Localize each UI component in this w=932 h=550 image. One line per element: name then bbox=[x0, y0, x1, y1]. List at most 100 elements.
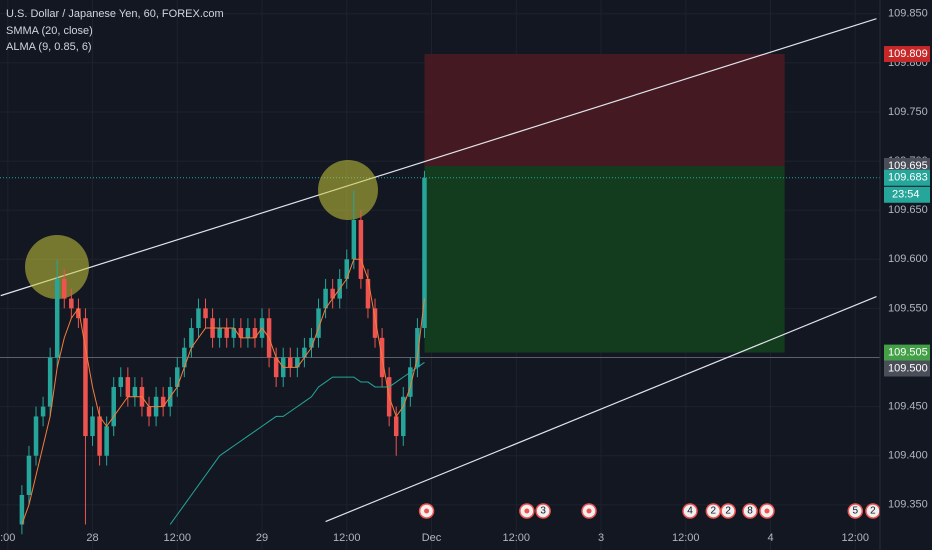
candle-body bbox=[62, 278, 67, 299]
candle-body bbox=[309, 337, 314, 348]
candle-body bbox=[330, 288, 335, 299]
candle-body bbox=[288, 357, 293, 368]
y-tick-label: 109.650 bbox=[888, 204, 928, 216]
candle-body bbox=[196, 308, 201, 329]
indicator-line bbox=[21, 258, 425, 525]
price-badge bbox=[884, 360, 930, 377]
y-tick-label: 109.850 bbox=[888, 8, 928, 20]
x-tick-label: Dec bbox=[422, 532, 442, 544]
y-tick-label: 109.600 bbox=[888, 253, 928, 265]
candle-body bbox=[415, 328, 420, 368]
legend-entry: ALMA (9, 0.85, 6) bbox=[6, 41, 92, 53]
x-tick-label: 3 bbox=[598, 532, 604, 544]
event-dot bbox=[764, 508, 770, 514]
event-icon bbox=[535, 503, 551, 519]
chart-over-layer: :00 28 12:00 29 12:00 Dec 12:00 3 12:00 4 12:003 4 2… bbox=[0, 170, 881, 544]
candle-body bbox=[273, 357, 279, 378]
y-tick-label: 109.350 bbox=[888, 499, 928, 511]
candle-body bbox=[118, 377, 124, 387]
y-tick-label: 109.550 bbox=[888, 302, 928, 314]
x-tick-label: 12:00 bbox=[672, 532, 700, 544]
candle-body bbox=[104, 426, 109, 456]
candle-body bbox=[358, 220, 364, 279]
candle-body bbox=[146, 406, 152, 417]
candle-body bbox=[408, 367, 413, 397]
candle-body bbox=[302, 347, 307, 358]
event-count: 2 bbox=[711, 506, 717, 517]
candle-body bbox=[252, 328, 258, 338]
price-badge-label: 109.500 bbox=[888, 362, 928, 374]
candle-body bbox=[54, 278, 60, 358]
price-badge bbox=[884, 344, 930, 361]
price-badge-label: 109.695 bbox=[888, 160, 928, 172]
x-tick-label: 12:00 bbox=[333, 532, 361, 544]
y-tick-label: 109.750 bbox=[888, 106, 928, 118]
price-badge bbox=[884, 46, 930, 63]
candle-body bbox=[365, 278, 371, 309]
candle-body bbox=[26, 455, 32, 495]
event-count: 5 bbox=[852, 506, 858, 517]
candle-body bbox=[238, 328, 244, 338]
x-tick-label: 28 bbox=[86, 532, 98, 544]
stop-zone bbox=[424, 165, 785, 353]
legend-entry: SMMA (20, close) bbox=[6, 25, 93, 37]
countdown-badge bbox=[884, 186, 930, 203]
x-tick-label: 12:00 bbox=[164, 532, 192, 544]
price-axis bbox=[880, 0, 932, 550]
candle-body bbox=[69, 298, 74, 309]
x-tick-label: 12:00 bbox=[503, 532, 531, 544]
candle-body bbox=[231, 328, 237, 338]
candle-body bbox=[372, 308, 378, 338]
price-badge-label: 109.809 bbox=[888, 48, 928, 60]
candle-body bbox=[323, 288, 328, 309]
indicator-line bbox=[169, 362, 425, 525]
price-axis-labels: 109.350 109.400 109.450 109.500 109.550 109.6… bbox=[884, 8, 930, 511]
candle-body bbox=[111, 386, 116, 427]
y-tick-label: 109.450 bbox=[888, 401, 928, 413]
event-count: 8 bbox=[747, 506, 753, 517]
candle-body bbox=[245, 328, 251, 338]
event-icon bbox=[847, 503, 864, 519]
trend-line bbox=[325, 296, 877, 523]
price-badge bbox=[884, 169, 930, 186]
candle-body bbox=[19, 495, 25, 525]
candle-body bbox=[160, 396, 166, 407]
candle-body bbox=[175, 367, 180, 387]
x-tick-label: :00 bbox=[0, 532, 15, 544]
candle-body bbox=[316, 308, 321, 338]
candle-body bbox=[40, 406, 46, 417]
countdown-label: 23:54 bbox=[892, 189, 920, 201]
candle-body bbox=[295, 357, 300, 368]
event-dot bbox=[424, 508, 430, 514]
x-tick-label: 12:00 bbox=[842, 532, 870, 544]
highlight-circle bbox=[318, 160, 378, 220]
candle-body bbox=[344, 259, 350, 279]
candle-body bbox=[189, 328, 194, 348]
candle-body bbox=[422, 177, 427, 329]
candle-body bbox=[47, 357, 53, 407]
candle-body bbox=[351, 220, 357, 260]
event-dot bbox=[586, 508, 592, 514]
candle-body bbox=[401, 396, 406, 437]
chart-title: U.S. Dollar / Japanese Yen, 60, FOREX.co… bbox=[6, 8, 224, 20]
candle-body bbox=[125, 377, 131, 397]
event-icon bbox=[742, 503, 758, 519]
y-tick-label: 109.400 bbox=[888, 450, 928, 462]
candle-body bbox=[132, 386, 138, 397]
candle-body bbox=[224, 328, 229, 338]
candle-body bbox=[182, 347, 187, 368]
event-count: 2 bbox=[725, 506, 731, 517]
event-count: 4 bbox=[687, 506, 693, 517]
price-badge-label: 109.683 bbox=[888, 172, 928, 184]
candle-body bbox=[393, 416, 399, 437]
candle-body bbox=[97, 416, 102, 456]
candle-body bbox=[83, 318, 88, 437]
event-icon bbox=[682, 503, 698, 519]
x-tick-label: 4 bbox=[767, 532, 773, 544]
event-icon bbox=[705, 503, 722, 519]
candle-body bbox=[217, 328, 222, 338]
candle-body bbox=[203, 308, 208, 319]
target-zone bbox=[424, 54, 785, 166]
